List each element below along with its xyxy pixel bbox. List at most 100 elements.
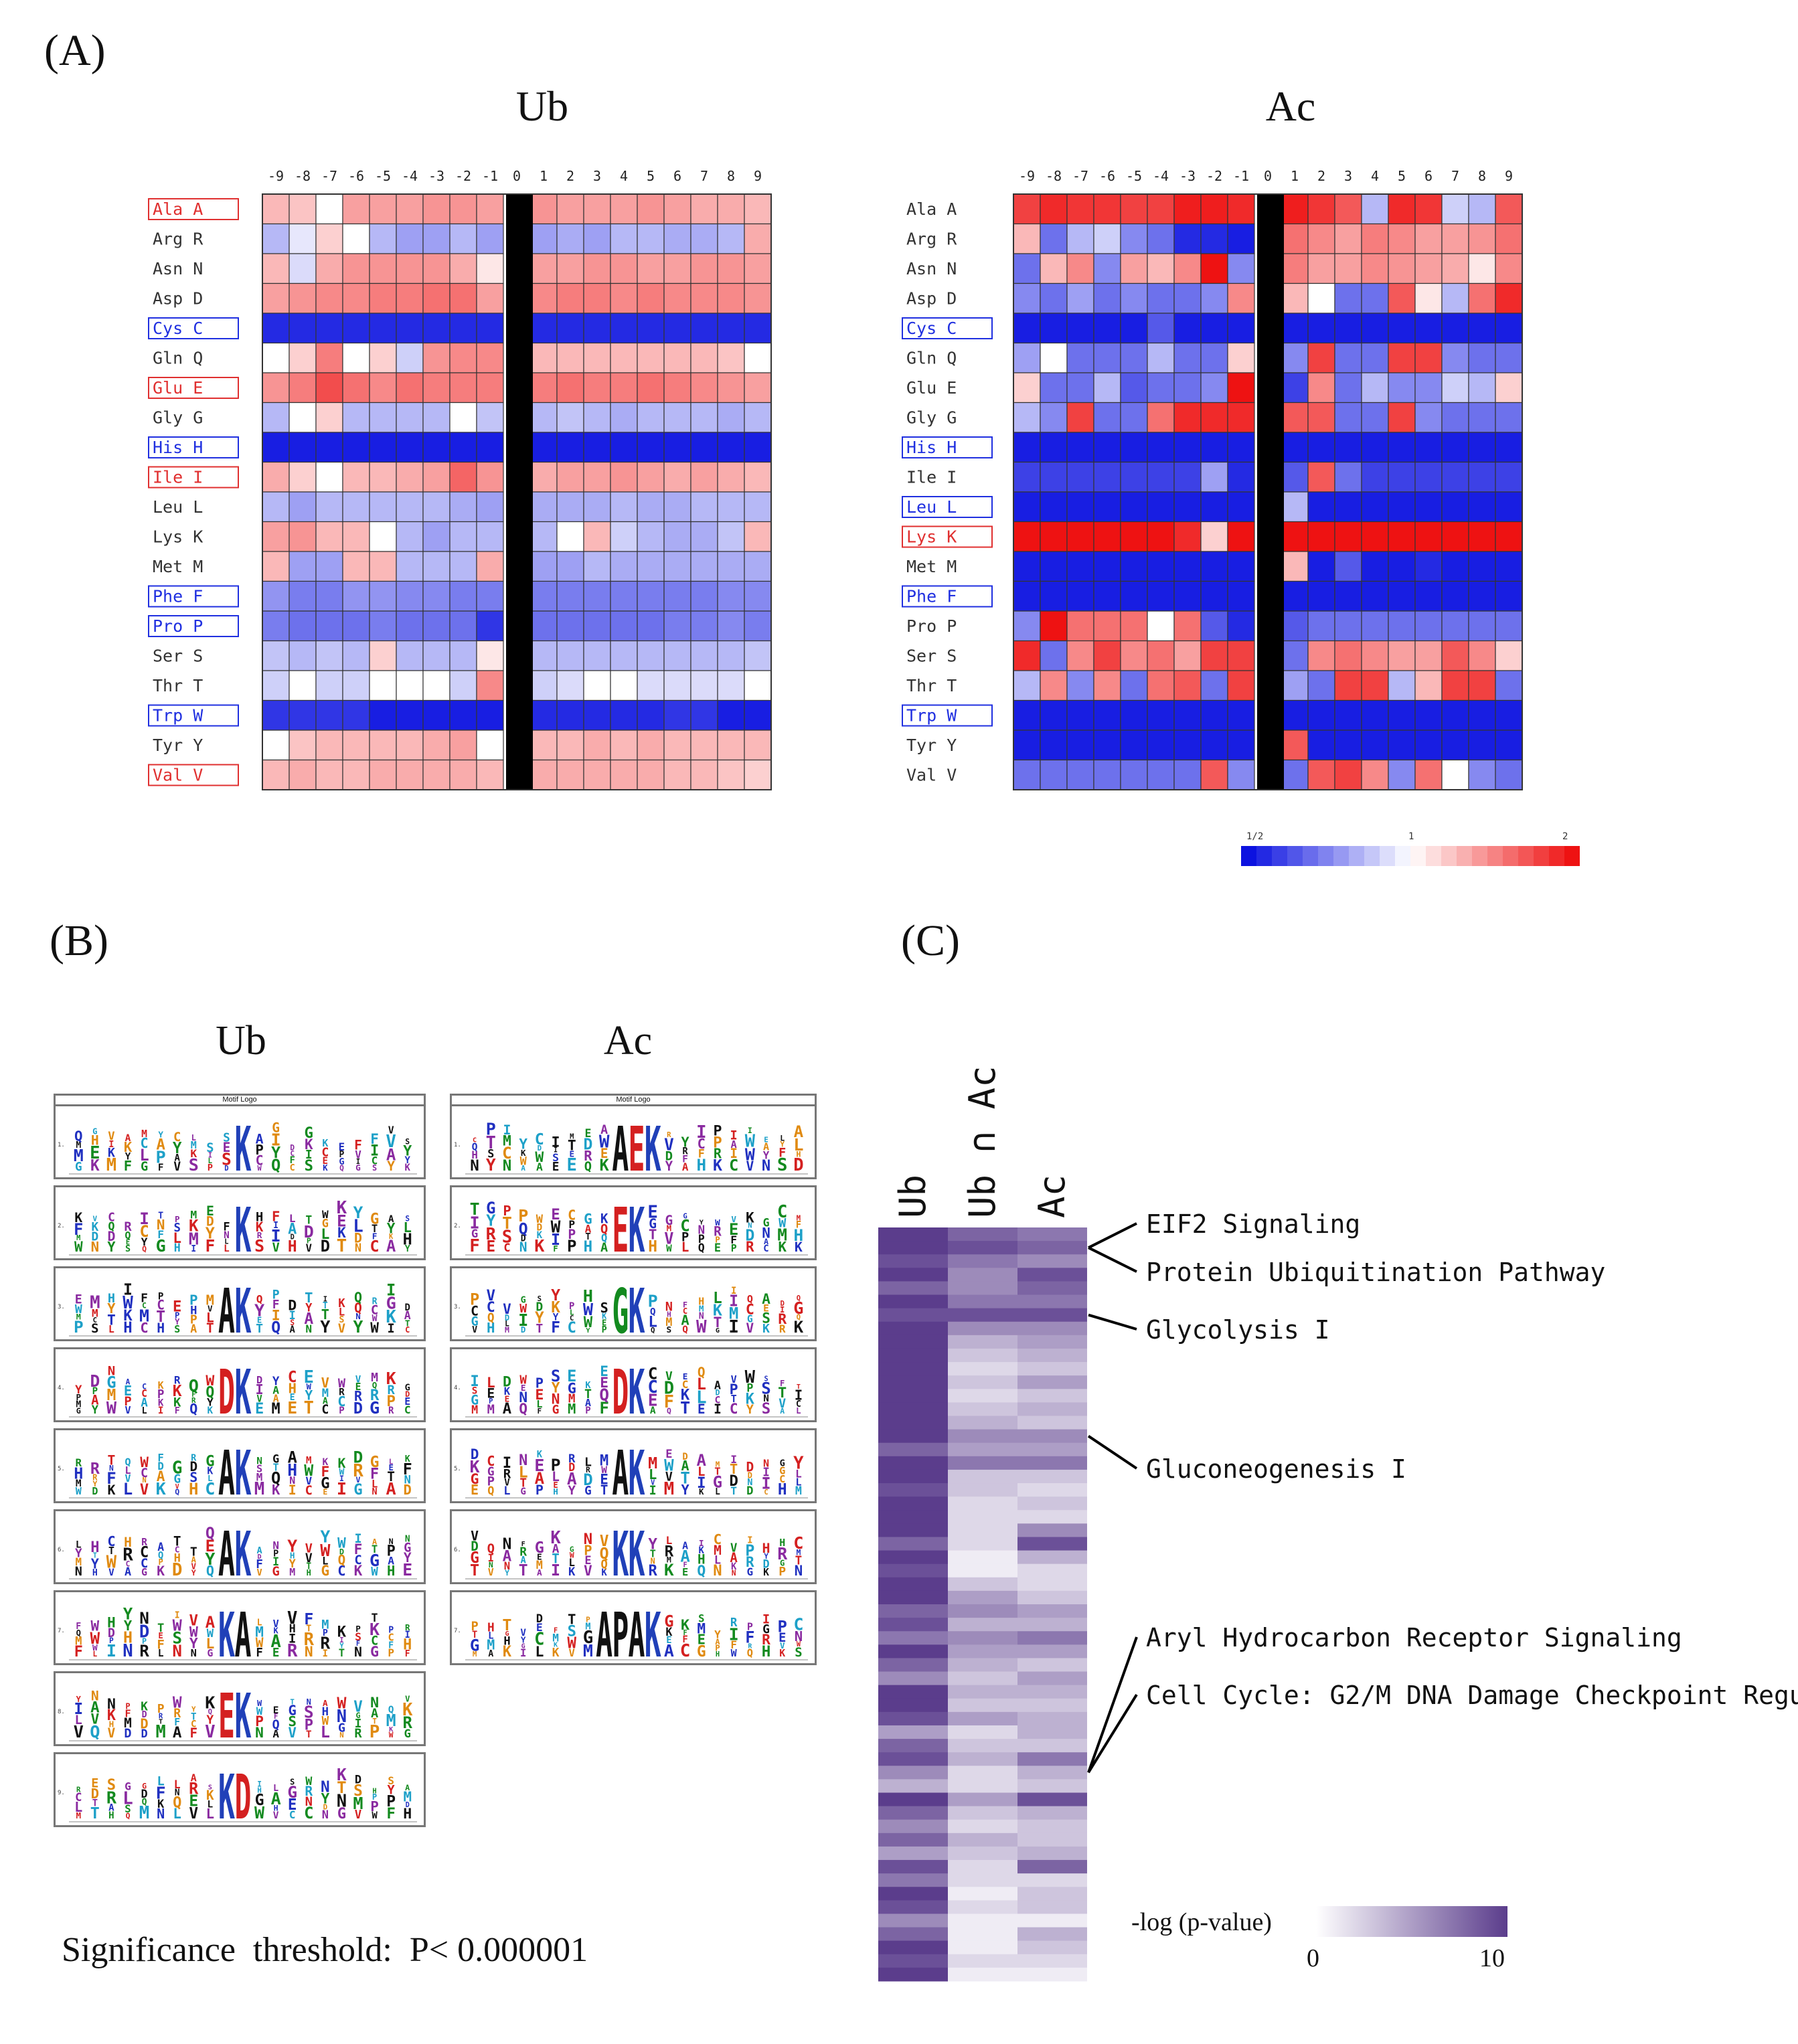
logo-residue: D xyxy=(746,1484,753,1498)
logo-residue: Y xyxy=(205,1549,216,1569)
logo-residue: R xyxy=(388,1406,394,1416)
logo-residue: E xyxy=(90,1143,100,1163)
heatmap-cell xyxy=(396,402,424,433)
logo-residue: D xyxy=(290,1143,295,1153)
heatmap-cell xyxy=(1120,402,1148,433)
logo-residue: M xyxy=(471,1403,478,1416)
pathway-cell xyxy=(878,1631,948,1645)
logo-residue: Y xyxy=(521,1634,526,1644)
logo-residue: F xyxy=(106,1468,116,1488)
logo-residue: A xyxy=(780,1406,785,1416)
heatmap-cell xyxy=(1013,491,1041,523)
logo-residue: D xyxy=(288,1298,297,1314)
heatmap-cell xyxy=(396,193,424,225)
pathway-cell xyxy=(1017,1456,1087,1470)
logo-residue: G xyxy=(762,1622,770,1636)
logo-residue: P xyxy=(370,1722,380,1742)
logo-residue: Y xyxy=(191,1705,196,1714)
heatmap-cell xyxy=(315,342,343,373)
residue-highlight-box xyxy=(902,525,993,548)
logo-residue: C xyxy=(140,1320,148,1336)
pathway-cell xyxy=(878,1268,948,1282)
heatmap-cell xyxy=(396,730,424,761)
logo-residue: V xyxy=(731,1214,736,1224)
logo-residue: V xyxy=(386,1132,396,1152)
heatmap-cell xyxy=(556,223,584,254)
logo-residue: A xyxy=(388,1555,394,1567)
logo-residue: Q xyxy=(747,1293,753,1305)
logo-residue: E xyxy=(189,1793,198,1810)
residue-highlight-box xyxy=(902,496,993,518)
logo-residue: R xyxy=(714,1224,722,1240)
logo-residue: H xyxy=(174,1551,181,1565)
logo-index: 3. xyxy=(454,1304,461,1310)
logo-center-residue: G xyxy=(612,1276,629,1339)
logo-residue: E xyxy=(257,1315,262,1325)
logo-residue: P xyxy=(602,1325,607,1335)
logo-residue: N xyxy=(224,1230,230,1241)
logo-residue: L xyxy=(273,1783,278,1794)
logo-residue: A xyxy=(191,1555,197,1565)
heatmap-cell xyxy=(315,253,343,284)
heatmap-cell xyxy=(1120,223,1148,254)
heatmap-cell xyxy=(1441,253,1469,284)
logo-residue: S xyxy=(372,1163,377,1173)
logo-residue: W xyxy=(173,1616,183,1634)
logo-residue: M xyxy=(716,1460,720,1468)
logo-residue: N xyxy=(322,1808,329,1821)
heatmap-cell xyxy=(342,521,370,552)
logo-residue: D xyxy=(140,1715,148,1731)
pathway-cell xyxy=(948,1375,1017,1389)
heatmap-cell xyxy=(637,282,665,314)
position-label: -7 xyxy=(1072,168,1088,184)
logo-residue: A xyxy=(272,1384,279,1397)
logo-residue: S xyxy=(304,1703,314,1722)
logo-residue: P xyxy=(731,1243,737,1254)
heatmap-cell xyxy=(315,699,343,731)
heatmap-cell xyxy=(315,193,343,225)
logo-residue: W xyxy=(256,1635,264,1650)
logo-residue: G xyxy=(487,1464,495,1478)
logo-residue: R xyxy=(667,1130,671,1139)
heatmap-cell xyxy=(1093,551,1121,582)
pathway-cell xyxy=(948,1389,1017,1403)
logo-residue: D xyxy=(224,1165,228,1173)
heatmap-cell xyxy=(1361,640,1389,671)
heatmap-cell xyxy=(556,580,584,612)
logo-residue: P xyxy=(536,1375,544,1391)
heatmap-cell xyxy=(744,253,772,284)
logo-residue: N xyxy=(699,1311,704,1321)
pathway-cell xyxy=(878,1739,948,1753)
logo-residue: M xyxy=(648,1454,657,1472)
heatmap-cell xyxy=(1441,759,1469,790)
logo-residue: H xyxy=(190,1304,197,1317)
logo-residue: N xyxy=(305,1794,313,1809)
heatmap-cell xyxy=(1281,670,1309,701)
heatmap-cell xyxy=(1414,313,1443,344)
logo-residue: G xyxy=(321,1475,329,1493)
heatmap-cell xyxy=(637,461,665,493)
logo-center-residue: K xyxy=(645,1600,661,1663)
logo-residue: Q xyxy=(189,1401,197,1417)
colorbar-swatch xyxy=(1457,846,1472,866)
heatmap-cell xyxy=(449,670,477,701)
logo-residue: F xyxy=(74,1220,83,1239)
pathway-cell xyxy=(1017,1967,1087,1982)
heatmap-cell xyxy=(1468,521,1496,552)
logo-residue: T xyxy=(321,1306,329,1323)
heatmap-cell xyxy=(1040,282,1068,314)
heatmap-cell xyxy=(690,193,718,225)
logo-residue: L xyxy=(289,1212,296,1225)
logo-residue: L xyxy=(173,1806,181,1822)
logo-residue: E xyxy=(304,1367,314,1387)
logo-residue: I xyxy=(355,1717,362,1731)
heatmap-cell xyxy=(1281,402,1309,433)
pathway-cell xyxy=(948,1362,1017,1376)
logo-residue: Y xyxy=(648,1535,657,1553)
motif-logo: 7. M G T P A M L H K H G T I G Y V L C E D K K M F V W S T M G M P A P A K A E… xyxy=(450,1590,817,1671)
logo-residue: F xyxy=(683,1300,687,1309)
heatmap-cell xyxy=(289,253,317,284)
logo-residue: E xyxy=(173,1298,181,1316)
logo-residue: G xyxy=(289,1703,297,1719)
logo-residue: S xyxy=(290,1778,295,1787)
